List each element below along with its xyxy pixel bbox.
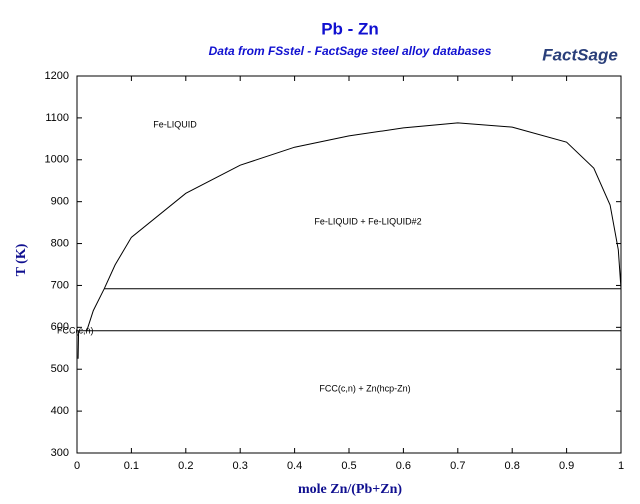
chart-subtitle: Data from FSstel - FactSage steel alloy …	[209, 44, 492, 58]
y-tick-label: 800	[51, 237, 69, 249]
annotation: Fe-LIQUID + Fe-LIQUID#2	[314, 216, 421, 226]
phase-boundary	[86, 288, 105, 331]
y-tick-label: 900	[51, 196, 69, 208]
x-tick-label: 0.6	[396, 460, 411, 472]
y-tick-label: 1100	[45, 112, 69, 124]
x-tick-label: 0.1	[124, 460, 139, 472]
x-axis-label: mole Zn/(Pb+Zn)	[298, 482, 402, 497]
y-tick-label: 1200	[45, 70, 69, 82]
x-tick-label: 0.5	[341, 460, 356, 472]
x-tick-label: 1	[618, 460, 624, 472]
y-tick-label: 500	[51, 363, 69, 375]
x-tick-label: 0	[74, 460, 80, 472]
annotation: FCC(c,n) + Zn(hcp-Zn)	[319, 383, 410, 393]
phase-boundary	[103, 122, 622, 290]
y-tick-label: 300	[51, 447, 69, 459]
y-tick-label: 1000	[45, 154, 69, 166]
annotation: Fe-LIQUID	[153, 119, 197, 129]
chart-title: Pb - Zn	[321, 19, 379, 38]
phase-boundary	[77, 330, 80, 359]
y-axis-label: T (K)	[14, 243, 29, 276]
x-tick-label: 0.9	[559, 460, 574, 472]
logo: FactSage	[542, 45, 618, 64]
x-tick-label: 0.2	[178, 460, 193, 472]
x-tick-label: 0.7	[450, 460, 465, 472]
x-tick-label: 0.3	[233, 460, 248, 472]
x-tick-label: 0.4	[287, 460, 302, 472]
y-tick-label: 600	[51, 321, 69, 333]
annotation: FCC(c,n)	[57, 325, 94, 335]
y-tick-label: 400	[51, 405, 69, 417]
x-tick-label: 0.8	[505, 460, 520, 472]
y-tick-label: 700	[51, 279, 69, 291]
plot-frame	[76, 75, 622, 454]
